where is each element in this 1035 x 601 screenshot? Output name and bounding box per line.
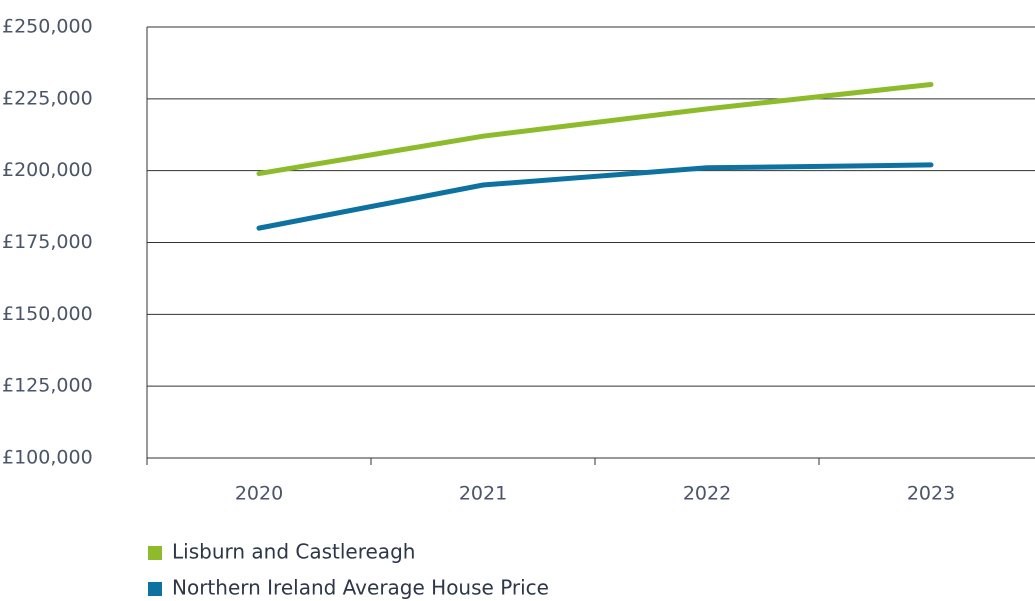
y-tick-label: £175,000 [2, 231, 93, 253]
line-series [256, 162, 934, 231]
legend-swatch [148, 582, 162, 596]
y-tick-label: £250,000 [2, 16, 93, 38]
legend-label: Lisburn and Castlereagh [172, 540, 415, 564]
y-tick-label: £225,000 [2, 87, 93, 109]
y-tick-label: £100,000 [2, 447, 93, 469]
y-tick-label: £125,000 [2, 375, 93, 397]
x-tick-label: 2021 [459, 483, 507, 505]
y-tick-label: £150,000 [2, 303, 93, 325]
x-tick-label: 2023 [907, 483, 955, 505]
legend-label: Northern Ireland Average House Price [172, 576, 549, 600]
legend-swatch [148, 546, 162, 560]
line-series [256, 81, 934, 177]
y-tick-label: £200,000 [2, 159, 93, 181]
x-tick-label: 2022 [683, 483, 731, 505]
x-tick-label: 2020 [235, 483, 283, 505]
